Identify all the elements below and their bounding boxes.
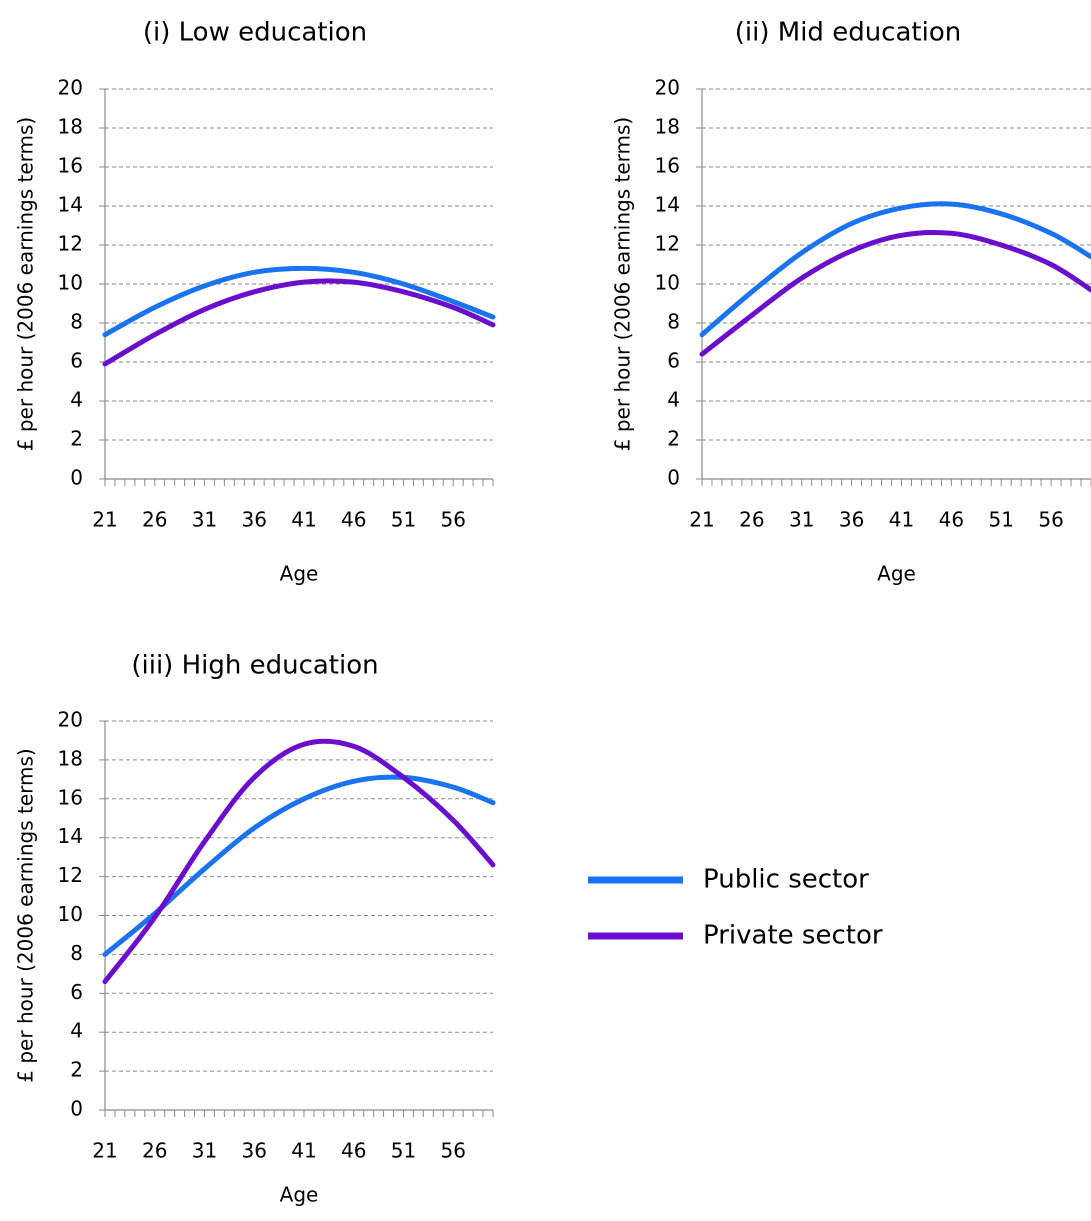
y-tick-label: 12 — [58, 232, 83, 256]
x-tick-label: 31 — [192, 508, 217, 532]
series-line-private-sector — [699, 229, 1091, 357]
series-line-public-sector — [699, 201, 1091, 338]
y-tick-label: 10 — [655, 271, 680, 295]
x-axis-label: Age — [280, 1183, 319, 1207]
x-tick-label: 31 — [789, 508, 814, 532]
chart-title: (i) Low education — [143, 18, 367, 48]
series-line-private-sector — [102, 738, 496, 985]
x-axis-label: Age — [877, 562, 916, 586]
series-line-public-sector — [102, 265, 496, 338]
x-axis-label: Age — [280, 562, 319, 586]
x-tick-label: 46 — [341, 508, 366, 532]
y-tick-label: 0 — [667, 466, 680, 490]
y-tick-label: 10 — [58, 902, 83, 926]
series-line-private-sector — [102, 278, 496, 367]
x-tick-label: 21 — [92, 1139, 117, 1163]
y-tick-label: 6 — [70, 349, 83, 373]
x-tick-label: 46 — [939, 508, 964, 532]
x-tick-label: 31 — [192, 1139, 217, 1163]
y-tick-label: 14 — [58, 824, 83, 848]
y-axis-label: £ per hour (2006 earnings terms) — [14, 748, 38, 1082]
x-tick-label: 51 — [989, 508, 1014, 532]
y-tick-label: 18 — [655, 115, 680, 139]
y-tick-label: 12 — [655, 232, 680, 256]
chart-title: (iii) High education — [131, 651, 378, 681]
y-tick-label: 2 — [70, 427, 83, 451]
y-tick-label: 8 — [667, 310, 680, 334]
x-tick-label: 36 — [242, 508, 267, 532]
y-tick-label: 4 — [70, 388, 83, 412]
x-tick-label: 56 — [440, 508, 465, 532]
y-tick-label: 10 — [58, 271, 83, 295]
x-tick-label: 56 — [1038, 508, 1063, 532]
y-tick-label: 12 — [58, 863, 83, 887]
legend-label: Public sector — [703, 865, 869, 895]
x-tick-label: 36 — [839, 508, 864, 532]
y-tick-label: 8 — [70, 310, 83, 334]
x-tick-label: 56 — [440, 1139, 465, 1163]
y-tick-label: 0 — [70, 1097, 83, 1121]
y-tick-label: 18 — [58, 115, 83, 139]
y-tick-label: 4 — [70, 1019, 83, 1043]
y-tick-label: 18 — [58, 746, 83, 770]
y-tick-label: 14 — [58, 193, 83, 217]
y-axis-label: £ per hour (2006 earnings terms) — [611, 117, 635, 451]
legend: Public sector Private sector — [588, 865, 883, 951]
x-tick-label: 51 — [391, 1139, 416, 1163]
y-tick-label: 16 — [58, 154, 83, 178]
x-tick-label: 21 — [689, 508, 714, 532]
x-tick-label: 41 — [291, 1139, 316, 1163]
y-tick-label: 20 — [655, 76, 680, 100]
chart-title: (ii) Mid education — [735, 18, 961, 48]
x-tick-label: 26 — [739, 508, 764, 532]
y-tick-label: 20 — [58, 708, 83, 732]
x-tick-label: 36 — [242, 1139, 267, 1163]
y-tick-label: 6 — [667, 349, 680, 373]
x-tick-label: 26 — [142, 508, 167, 532]
y-tick-label: 16 — [655, 154, 680, 178]
x-tick-label: 41 — [291, 508, 316, 532]
y-tick-label: 16 — [58, 785, 83, 809]
y-tick-label: 8 — [70, 941, 83, 965]
y-tick-label: 4 — [667, 388, 680, 412]
x-tick-label: 51 — [391, 508, 416, 532]
y-tick-label: 2 — [667, 427, 680, 451]
y-tick-label: 20 — [58, 76, 83, 100]
x-tick-label: 46 — [341, 1139, 366, 1163]
legend-label: Private sector — [703, 921, 883, 951]
y-tick-label: 2 — [70, 1058, 83, 1082]
y-tick-label: 6 — [70, 980, 83, 1004]
x-tick-label: 21 — [92, 508, 117, 532]
y-tick-label: 0 — [70, 466, 83, 490]
x-tick-label: 26 — [142, 1139, 167, 1163]
y-tick-label: 14 — [655, 193, 680, 217]
x-tick-label: 41 — [889, 508, 914, 532]
y-axis-label: £ per hour (2006 earnings terms) — [14, 117, 38, 451]
